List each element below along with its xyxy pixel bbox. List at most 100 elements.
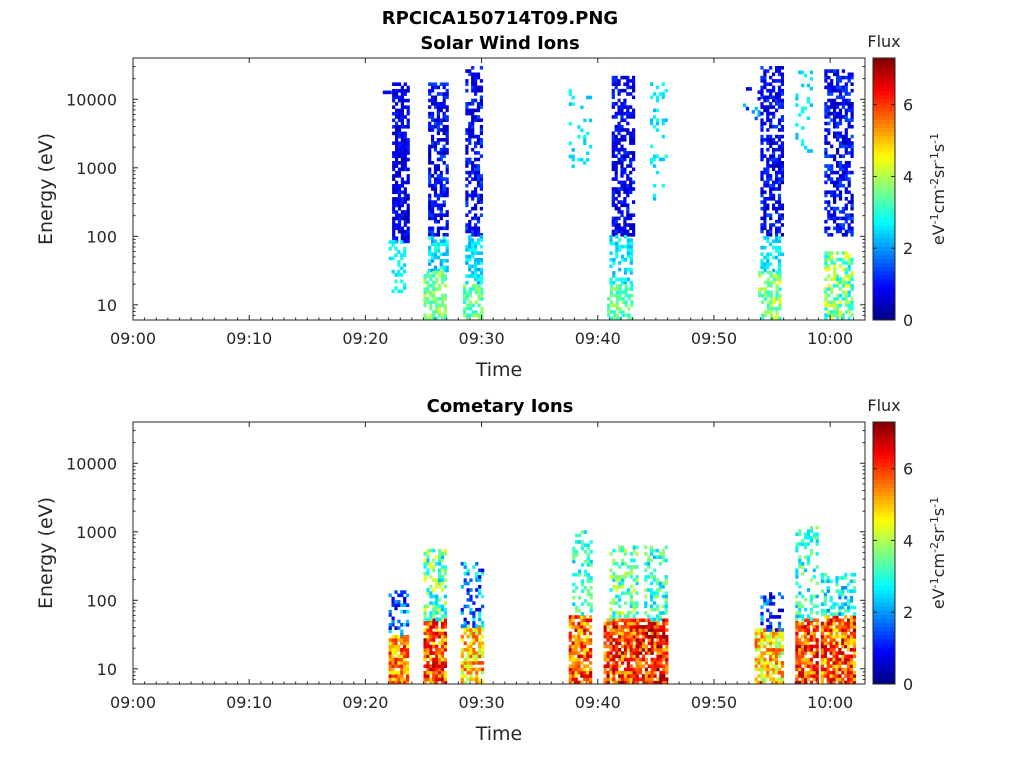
spectrogram-cell: [841, 638, 845, 642]
spectrogram-cell: [617, 223, 621, 227]
spectrogram-cell: [479, 98, 483, 103]
spectrogram-cell: [626, 680, 630, 685]
spectrogram-cell: [769, 197, 773, 201]
spectrogram-cell: [439, 118, 443, 122]
spectrogram-cell: [469, 644, 473, 649]
spectrogram-cell: [772, 193, 776, 198]
spectrogram-cell: [798, 542, 802, 546]
spectrogram-cell: [465, 193, 469, 198]
spectrogram-cell: [472, 667, 476, 672]
spectrogram-cell: [835, 625, 839, 629]
spectrogram-cell: [629, 141, 633, 145]
colorbar-step: [873, 74, 895, 79]
spectrogram-cell: [395, 111, 399, 116]
spectrogram-cell: [820, 576, 824, 580]
spectrogram-cell: [460, 624, 464, 628]
spectrogram-cell: [836, 134, 840, 139]
spectrogram-cell: [433, 102, 438, 106]
spectrogram-cell: [830, 206, 834, 211]
spectrogram-cell: [423, 611, 427, 615]
spectrogram-cell: [471, 82, 475, 86]
spectrogram-cell: [466, 591, 470, 596]
spectrogram-cell: [824, 180, 828, 185]
spectrogram-cell: [400, 161, 404, 165]
spectrogram-cell: [621, 244, 625, 249]
spectrogram-cell: [838, 226, 843, 231]
spectrogram-cell: [403, 105, 407, 109]
spectrogram-cell: [400, 210, 404, 214]
spectrogram-cell: [801, 667, 805, 672]
spectrogram-cell: [429, 617, 433, 622]
spectrogram-cell: [568, 102, 572, 106]
spectrogram-cell: [440, 568, 445, 573]
spectrogram-cell: [763, 664, 767, 668]
spectrogram-cell: [614, 226, 618, 231]
spectrogram-cell: [763, 313, 768, 317]
spectrogram-cell: [403, 677, 407, 682]
x-tick-label: 10:00: [807, 693, 853, 712]
spectrogram-cell: [431, 213, 435, 217]
spectrogram-cell: [400, 641, 404, 645]
spectrogram-cell: [611, 219, 615, 224]
spectrogram-cell: [653, 674, 657, 678]
spectrogram-cell: [815, 680, 819, 685]
spectrogram-cell: [772, 98, 776, 103]
spectrogram-cell: [397, 654, 401, 659]
spectrogram-cell: [468, 134, 472, 139]
spectrogram-cell: [812, 674, 816, 678]
spectrogram-cell: [440, 657, 445, 662]
spectrogram-cell: [632, 667, 636, 672]
spectrogram-cell: [833, 210, 837, 214]
spectrogram-cell: [655, 604, 660, 609]
spectrogram-cell: [655, 578, 660, 582]
spectrogram-cell: [586, 621, 590, 626]
spectrogram-cell: [423, 657, 427, 662]
spectrogram-cell: [804, 657, 808, 662]
spectrogram-cell: [397, 170, 402, 175]
spectrogram-cell: [442, 161, 446, 165]
spectrogram-cell: [438, 607, 442, 612]
spectrogram-cell: [775, 306, 779, 311]
spectrogram-cell: [847, 638, 851, 642]
spectrogram-cell: [833, 121, 837, 126]
spectrogram-cell: [844, 88, 848, 93]
spectrogram-cell: [836, 69, 840, 73]
spectrogram-cell: [775, 670, 779, 675]
spectrogram-cell: [623, 244, 628, 249]
spectrogram-cell: [578, 533, 582, 538]
spectrogram-cell: [611, 223, 615, 227]
spectrogram-cell: [438, 310, 442, 314]
spectrogram-cell: [589, 618, 593, 623]
spectrogram-cell: [395, 187, 399, 191]
spectrogram-cell: [397, 144, 402, 149]
spectrogram-cell: [577, 621, 581, 626]
spectrogram-cell: [665, 680, 669, 685]
spectrogram-cell: [618, 664, 622, 668]
spectrogram-cell: [443, 565, 447, 569]
spectrogram-cell: [760, 223, 764, 227]
spectrogram-cell: [603, 641, 607, 645]
spectrogram-cell: [394, 670, 398, 675]
spectrogram-cell: [471, 85, 475, 90]
spectrogram-cell: [438, 303, 442, 308]
spectrogram-cell: [806, 100, 811, 104]
spectrogram-cell: [641, 664, 646, 668]
spectrogram-cell: [568, 121, 572, 126]
spectrogram-cell: [766, 88, 770, 93]
spectrogram-cell: [406, 648, 410, 652]
spectrogram-cell: [832, 670, 836, 675]
spectrogram-cell: [658, 588, 662, 592]
spectrogram-cell: [833, 108, 837, 113]
spectrogram-cell: [823, 625, 827, 629]
spectrogram-cell: [618, 248, 622, 252]
spectrogram-cell: [804, 625, 808, 629]
colorbar-tick-label: 2: [903, 603, 913, 622]
spectrogram-cell: [406, 213, 410, 217]
spectrogram-cell: [577, 641, 581, 645]
spectrogram-cell: [838, 193, 843, 198]
spectrogram-cell: [432, 300, 436, 304]
spectrogram-cell: [836, 177, 840, 181]
spectrogram-cell: [832, 638, 836, 642]
spectrogram-cell: [471, 75, 475, 80]
spectrogram-cell: [804, 664, 808, 668]
